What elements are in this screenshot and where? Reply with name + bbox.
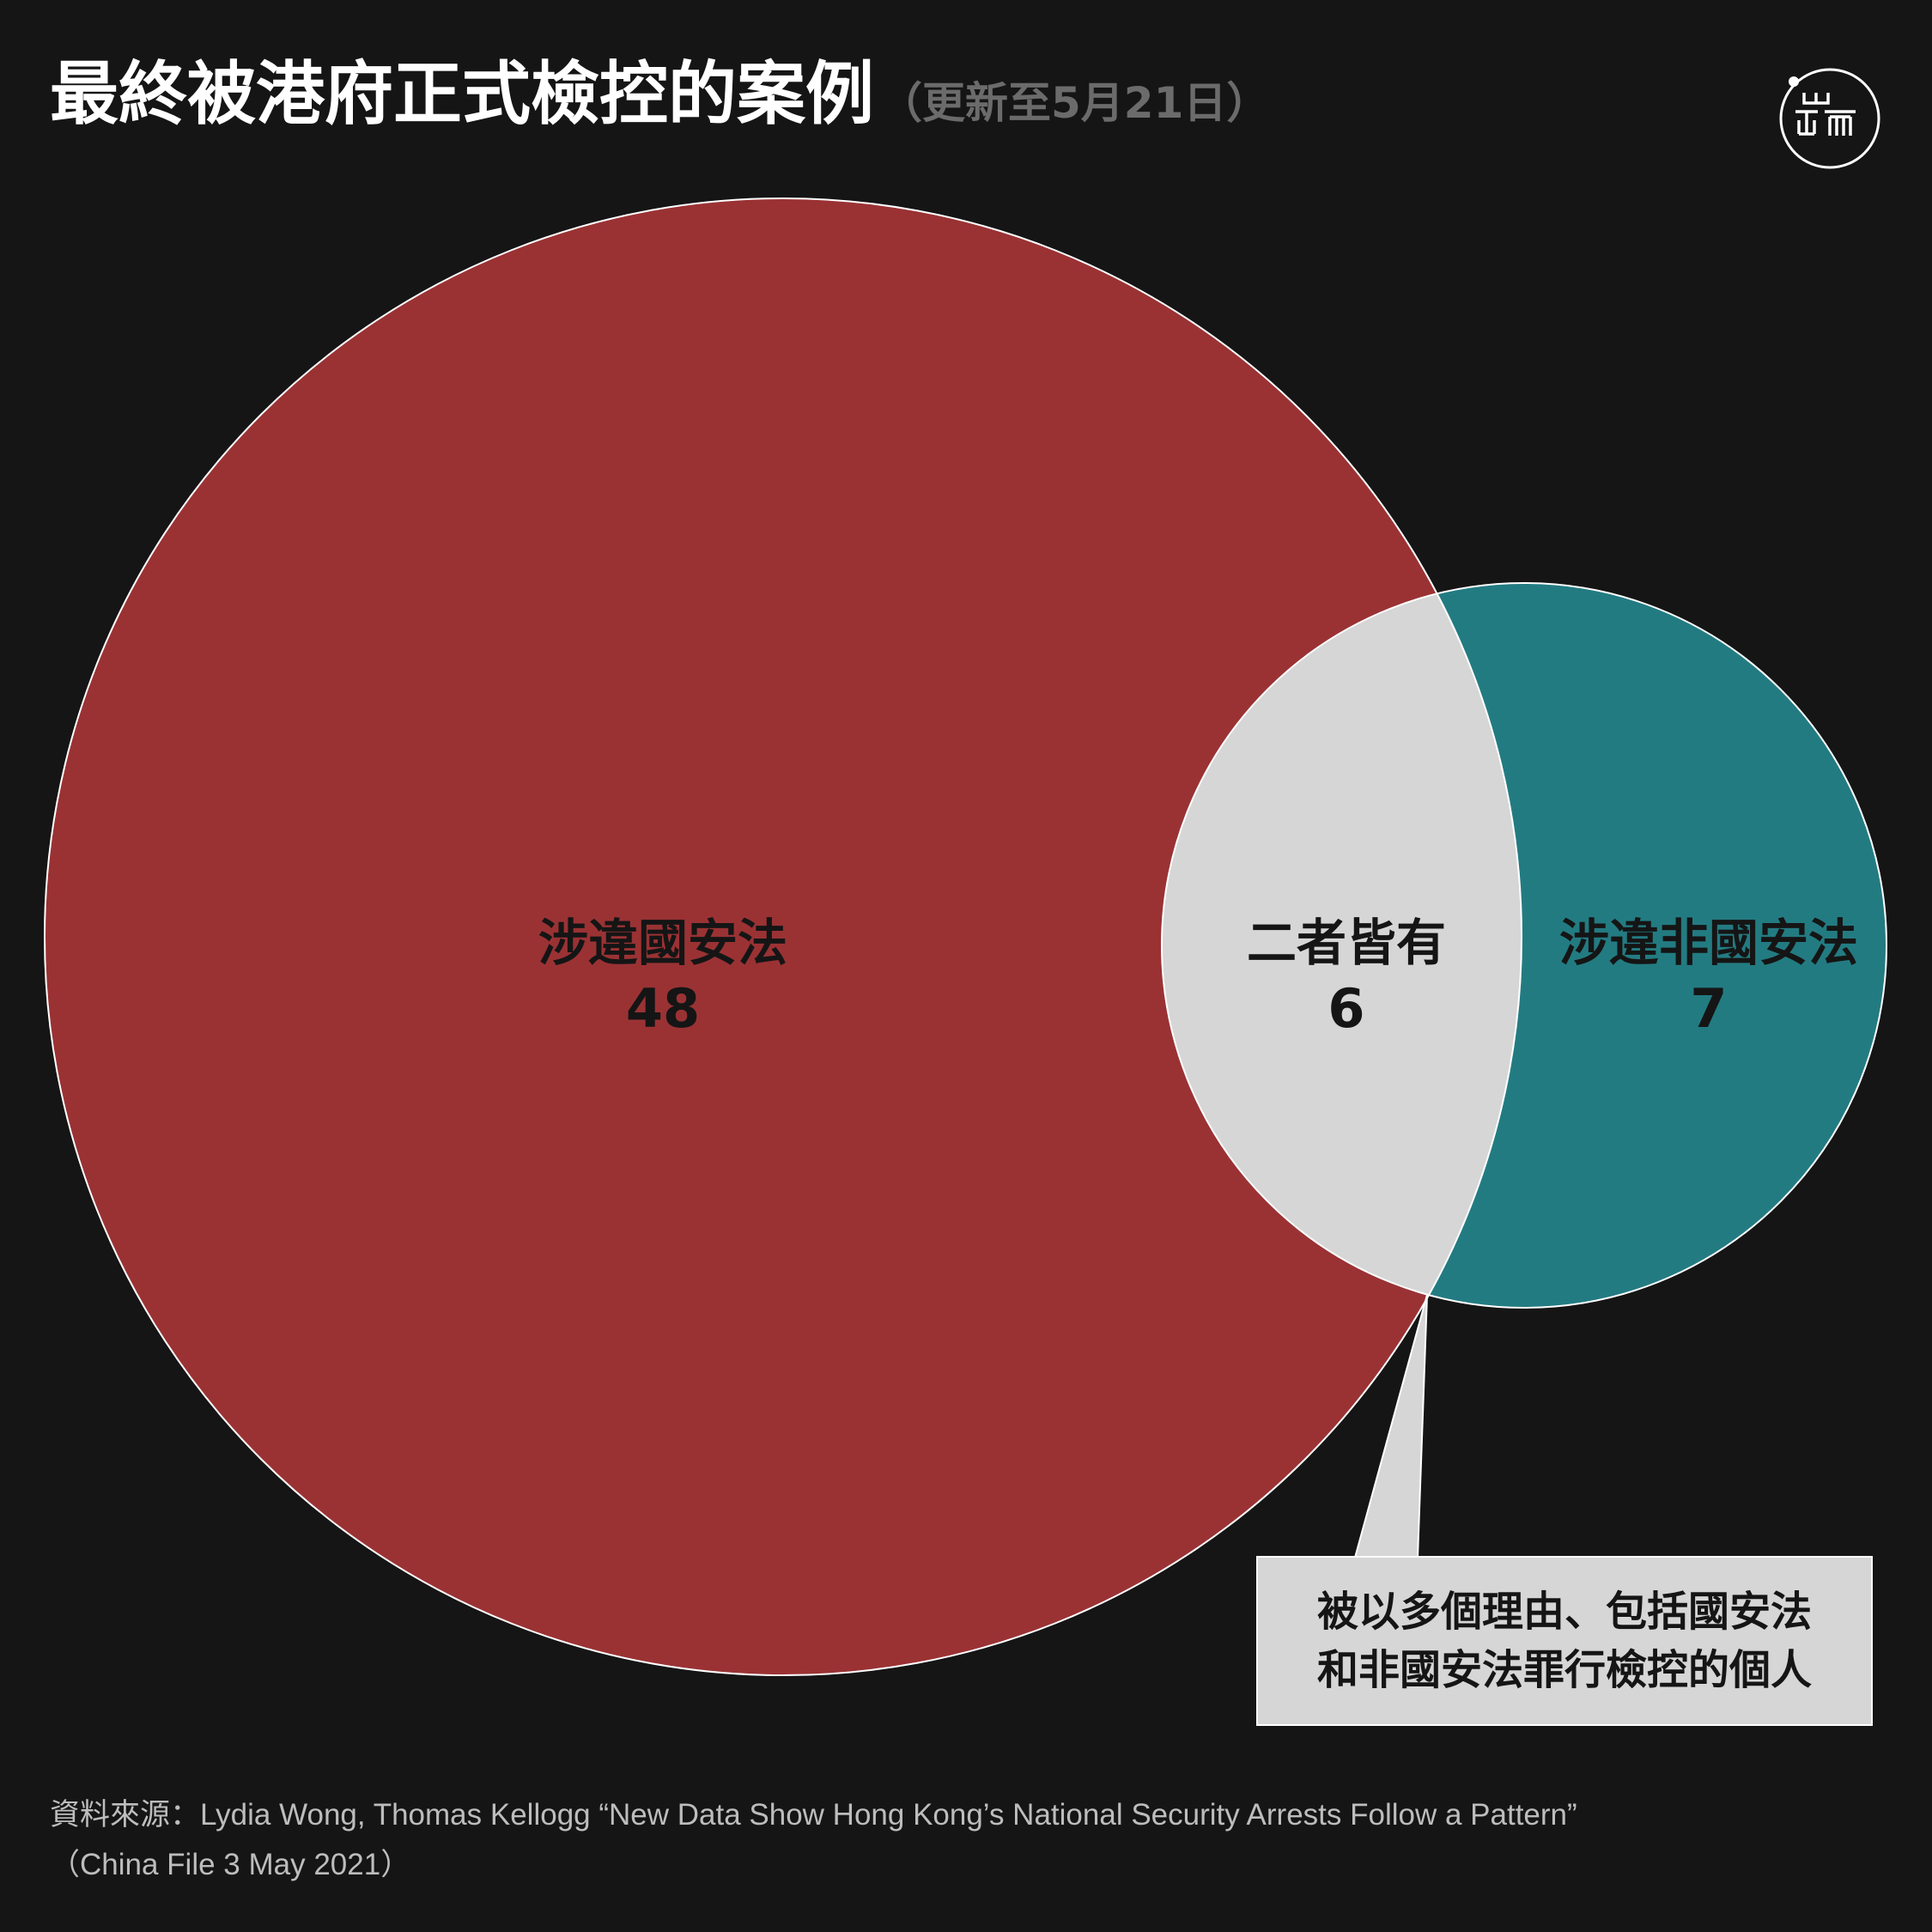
nsl-circle-outline [44, 197, 1522, 1676]
source-line-2: （China File 3 May 2021） [50, 1848, 411, 1881]
overlap-region [1162, 583, 1522, 1308]
callout-pointer-edge-right [1417, 1294, 1428, 1558]
source-line-1: 資料來源：Lydia Wong, Thomas Kellogg “New Dat… [50, 1798, 1577, 1832]
initium-logo-icon [1779, 68, 1880, 169]
both-value: 6 [1327, 977, 1364, 1040]
both-label: 二者皆有 [1247, 914, 1446, 972]
nsl-label: 涉違國安法 [538, 914, 787, 972]
callout-line-2: 和非國安法罪行檢控的個人 [1316, 1646, 1812, 1694]
non-nsl-value: 7 [1690, 977, 1727, 1040]
overlap-callout: 被以多個理由、包括國安法 和非國安法罪行檢控的個人 [1256, 1556, 1873, 1726]
non-nsl-label: 涉違非國安法 [1559, 914, 1858, 972]
nsl-value: 48 [626, 977, 700, 1040]
callout-pointer-edge-left [1354, 1294, 1428, 1558]
nsl-circle [45, 198, 1522, 1675]
title-text: 最終被港府正式檢控的案例 [50, 54, 874, 134]
non-nsl-circle-outline [1161, 582, 1887, 1309]
title-update-date: （更新至5月21日） [879, 78, 1270, 128]
page-title: 最終被港府正式檢控的案例 （更新至5月21日） [50, 53, 1269, 136]
source-note: 資料來源：Lydia Wong, Thomas Kellogg “New Dat… [50, 1790, 1577, 1890]
callout-line-1: 被以多個理由、包括國安法 [1316, 1588, 1812, 1636]
